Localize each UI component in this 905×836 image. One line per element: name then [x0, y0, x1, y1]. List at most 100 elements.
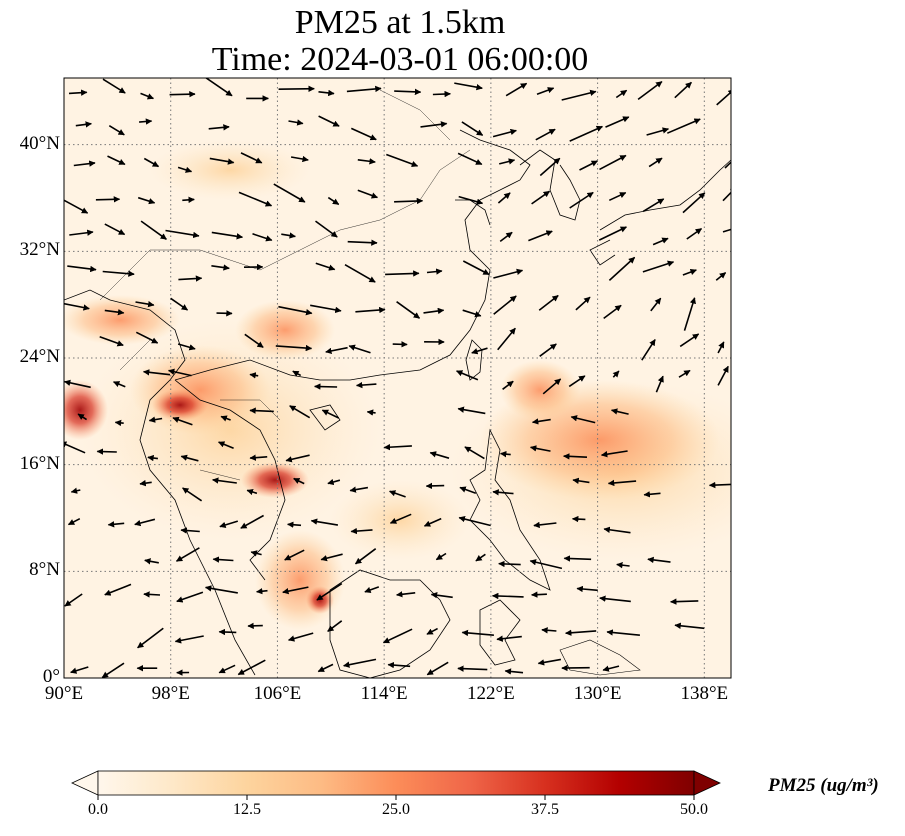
wind-arrow [570, 415, 596, 424]
lon-tick-label: 98°E [151, 683, 190, 704]
lon-tick-label: 122°E [467, 683, 515, 704]
wind-arrow [565, 629, 597, 636]
wind-arrow [204, 78, 233, 97]
wind-arrow [459, 486, 477, 494]
wind-arrow [492, 128, 517, 138]
colorbar-bar [97, 770, 695, 796]
wind-arrow [425, 482, 445, 490]
wind-arrow [563, 453, 588, 460]
wind-arrow [290, 155, 309, 163]
wind-arrow [177, 343, 196, 351]
wind-arrow [204, 585, 238, 594]
wind-arrow [457, 152, 483, 166]
wind-arrow [211, 264, 230, 271]
wind-arrow [172, 416, 193, 426]
colorbar-tick-label: 0.0 [88, 801, 108, 818]
wind-arrow [722, 186, 731, 202]
wind-arrow [108, 125, 125, 136]
wind-arrow [249, 407, 274, 414]
wind-arrow [220, 415, 231, 422]
wind-arrow [64, 199, 89, 214]
wind-arrow [610, 408, 629, 415]
wind-arrow [67, 265, 97, 273]
wind-arrow [349, 486, 369, 493]
wind-arrow [350, 527, 373, 535]
wind-arrow [64, 302, 90, 311]
wind-arrow [348, 344, 371, 354]
wind-arrow [366, 409, 376, 416]
wind-arrow [314, 383, 338, 390]
wind-arrow [396, 301, 421, 319]
wind-arrow [722, 228, 731, 233]
wind-arrow [674, 81, 692, 99]
wind-arrow [568, 375, 586, 388]
wind-arrow [575, 296, 591, 311]
pm25-plume-scs-east [330, 480, 470, 560]
wind-arrow [499, 158, 516, 165]
wind-arrow [598, 226, 627, 241]
wind-arrow [68, 89, 88, 96]
wind-arrow [493, 268, 524, 279]
wind-arrow [641, 339, 656, 361]
wind-arrow [471, 347, 488, 355]
wind-arrow [104, 583, 132, 596]
wind-arrow [462, 260, 490, 276]
wind-arrow [716, 89, 731, 106]
wind-arrow [606, 629, 640, 636]
wind-arrow [142, 369, 171, 376]
wind-arrow [426, 268, 443, 275]
wind-arrow [176, 591, 204, 603]
wind-arrow [686, 227, 703, 240]
wind-arrow [579, 160, 598, 171]
wind-arrow [107, 521, 125, 528]
wind-arrow [256, 588, 268, 595]
wind-arrow [648, 157, 663, 168]
wind-arrow [113, 381, 126, 388]
wind-arrow [679, 333, 700, 348]
wind-arrow [561, 89, 597, 101]
wind-arrow [569, 125, 603, 142]
colorbar [71, 770, 721, 800]
wind-arrow [655, 375, 664, 393]
wind-arrow [420, 121, 448, 128]
wind-arrow [542, 378, 562, 395]
wind-arrow [278, 85, 315, 92]
pm25-plume-sichuan [235, 300, 335, 360]
wind-arrow [666, 118, 701, 134]
lat-tick-label: 0° [42, 666, 60, 687]
wind-arrow [354, 548, 377, 565]
wind-arrow [531, 418, 551, 425]
title-line-2: Time: 2024-03-01 06:00:00 [211, 41, 589, 78]
wind-arrow [325, 346, 348, 355]
pm25-plume-india-ne [64, 295, 180, 345]
wind-arrow [278, 305, 313, 316]
pm25-hotspot-bangladesh [64, 380, 108, 440]
wind-arrow [95, 196, 121, 203]
wind-arrow [209, 157, 235, 165]
wind-arrow [496, 635, 522, 642]
wind-arrow [275, 344, 313, 352]
wind-arrow [608, 256, 636, 281]
wind-arrow [102, 78, 126, 94]
coastline-hainan [309, 404, 341, 431]
wind-arrow [182, 487, 203, 502]
wind-arrow [167, 368, 192, 377]
wind-arrow [576, 585, 598, 593]
wind-arrow [135, 300, 155, 308]
colorbar-tick-label: 25.0 [382, 801, 410, 818]
wind-arrow [219, 520, 239, 528]
wind-arrow [144, 558, 159, 565]
wind-arrow [529, 445, 551, 452]
wind-arrow [64, 593, 83, 607]
wind-arrow [75, 121, 92, 128]
wind-arrow [383, 443, 412, 451]
wind-arrow [529, 559, 563, 570]
wind-arrow [208, 124, 230, 131]
wind-arrow [180, 454, 199, 462]
coastline-new-guinea [559, 639, 641, 676]
wind-arrow [77, 413, 88, 421]
wind-arrow [538, 294, 559, 311]
wind-arrow [537, 658, 562, 666]
wind-arrow [461, 121, 484, 136]
wind-arrow [327, 478, 341, 486]
